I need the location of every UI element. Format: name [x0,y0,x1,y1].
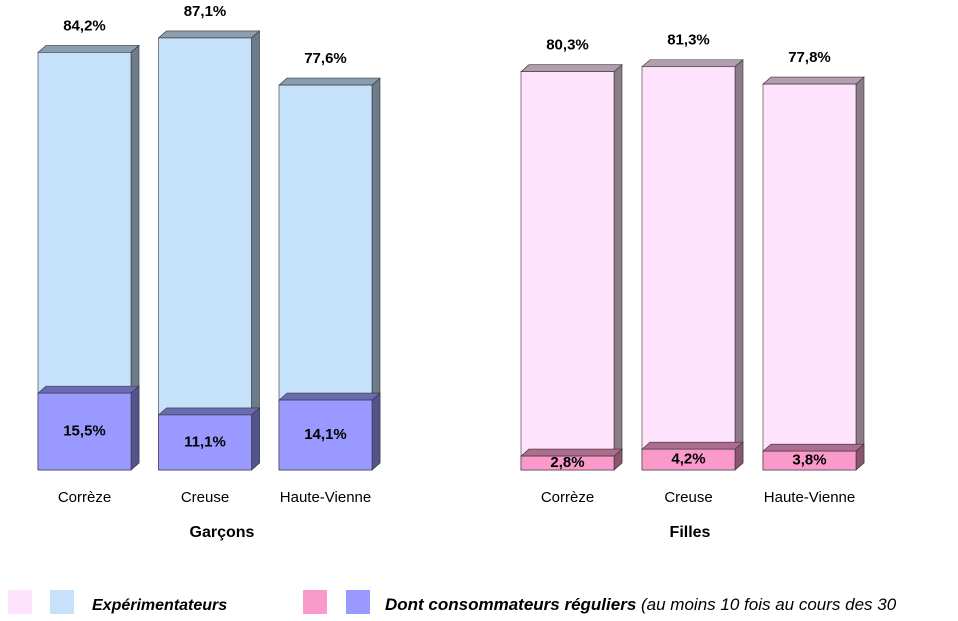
bar-top [278,392,381,401]
bar [158,414,252,471]
value-label: 84,2% [63,17,106,34]
x-axis-label: Garçons [190,524,255,541]
x-tick-label: Haute-Vienne [280,489,371,506]
bar [762,83,857,471]
bar-top [37,45,140,53]
bar-side [855,76,865,471]
bar-top [762,76,865,85]
legend-label: Expérimentateurs [92,597,227,614]
value-label: 80,3% [546,37,589,54]
value-label: 4,2% [671,451,705,468]
bar-top [641,441,744,450]
x-tick-label: Creuse [664,489,712,506]
bar [37,392,132,471]
bar-side [371,392,381,471]
bar-top [520,64,623,73]
x-tick-label: Corrèze [58,489,111,506]
bar-top [641,59,744,68]
bar-top [37,385,140,394]
legend-swatch [50,590,74,614]
bar-side [613,64,623,471]
bar-side [734,59,744,471]
bar-top [157,407,261,416]
value-label: 15,5% [63,423,106,440]
bar [641,448,736,471]
value-label: 81,3% [667,32,710,49]
bar [520,455,615,471]
bar [520,71,615,471]
bar [278,399,373,471]
bar-side [251,407,260,471]
x-tick-label: Creuse [181,489,229,506]
bar-side [251,30,260,471]
value-label: 87,1% [184,3,227,20]
x-axis-label: Filles [670,524,711,541]
bar-top [157,30,261,39]
value-label: 14,1% [304,426,347,443]
legend-swatch [8,590,32,614]
value-label: 3,8% [792,452,826,469]
bar [641,66,736,471]
x-tick-label: Corrèze [541,489,594,506]
legend-label: Dont consommateurs réguliers [385,595,637,614]
bar-top [762,443,865,452]
value-label: 2,8% [550,454,584,471]
x-tick-label: Haute-Vienne [764,489,855,506]
bar-top [278,77,381,86]
legend-swatch [346,590,370,614]
bar-side [130,385,140,471]
bar [762,450,857,471]
bar [158,37,252,471]
value-label: 11,1% [184,433,226,450]
value-label: 77,8% [788,49,831,66]
legend-swatch [303,590,327,614]
legend-entry: Dont consommateurs réguliers (au moins 1… [385,592,955,621]
value-label: 77,6% [304,50,347,67]
